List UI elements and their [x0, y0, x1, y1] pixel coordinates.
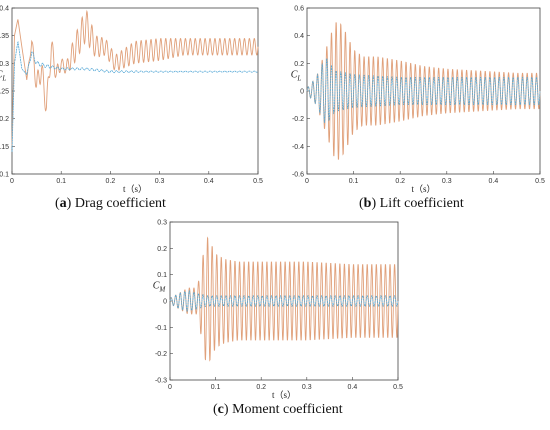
caption-a: (a) Drag coefficient	[55, 196, 166, 211]
y-tick-label: 0.1	[157, 272, 167, 279]
x-tick-label: 0.5	[253, 178, 263, 185]
x-tick-label: 0.4	[204, 178, 214, 185]
y-axis-label: CL	[291, 70, 302, 83]
chart-b: 0 0.1 0.2 0.3 0.4 0.5 -0.6 -0.4 -0.2 0 0.2 0.4 0.6 CL…	[291, 6, 545, 195]
series-line-1	[11, 9, 259, 147]
y-tick-label: 0.25	[0, 89, 9, 96]
y-tick-label: 0.2	[157, 246, 167, 253]
caption-b-letter: b	[363, 196, 372, 211]
x-axis-label: t（s）	[411, 184, 435, 194]
x-tick-label: 0	[10, 178, 14, 185]
y-tick-label: 0.15	[0, 144, 9, 151]
y-tick-label: 0.6	[294, 6, 304, 13]
y-axis-label: CM	[153, 280, 167, 293]
x-tick-label: 0.1	[349, 178, 359, 185]
y-tick-label: -0.3	[155, 378, 167, 385]
y-tick-label: 0	[163, 299, 167, 306]
caption-c: (c) Moment coefficient	[213, 402, 343, 417]
x-tick-label: 0.3	[442, 178, 452, 185]
caption-c-text: Moment coefficient	[228, 402, 343, 417]
y-tick-label: 0.3	[157, 220, 167, 227]
y-tick-label: 0.2	[0, 116, 9, 123]
series-line-2	[11, 41, 259, 152]
y-tick-label: 0.1	[0, 172, 9, 179]
caption-a-letter: a	[59, 196, 67, 211]
x-tick-label: 0.4	[348, 384, 358, 391]
x-tick-label: 0.2	[256, 384, 266, 391]
y-tick-label: 0	[300, 89, 304, 96]
y-tick-label: -0.4	[292, 144, 304, 151]
y-tick-label: -0.2	[292, 116, 304, 123]
x-tick-label: 0.2	[106, 178, 116, 185]
y-tick-label: -0.1	[155, 325, 167, 332]
x-tick-label: 0	[305, 178, 309, 185]
y-tick-label: -0.6	[292, 172, 304, 179]
x-tick-label: 0.3	[302, 384, 312, 391]
y-axis-label: CL	[0, 70, 6, 83]
x-tick-label: 0.4	[489, 178, 499, 185]
y-tick-label: 0.3	[0, 61, 9, 68]
x-tick-label: 0	[168, 384, 172, 391]
x-tick-label: 0.3	[155, 178, 165, 185]
caption-c-letter: c	[217, 402, 224, 417]
caption-b-text: Lift coefficient	[376, 196, 464, 211]
chart-c: 0 0.1 0.2 0.3 0.4 0.5 -0.3 -0.2 -0.1 0 0.1 0.2 0.3 CM…	[153, 220, 403, 401]
x-tick-label: 0.2	[395, 178, 405, 185]
chart-a: 00.10.20.30.40.50.10.150.20.250.30.350.4…	[0, 6, 263, 195]
x-tick-label: 0.1	[56, 178, 66, 185]
y-tick-label: -0.2	[155, 351, 167, 358]
y-tick-label: 0.4	[294, 33, 304, 40]
x-tick-label: 0.5	[393, 384, 403, 391]
x-axis-label: t（s）	[272, 390, 296, 400]
x-tick-label: 0.5	[535, 178, 545, 185]
caption-a-text: Drag coefficient	[71, 196, 166, 211]
y-tick-label: 0.35	[0, 33, 9, 40]
caption-b: (b) Lift coefficient	[359, 196, 464, 211]
series-line-2	[306, 57, 541, 123]
x-tick-label: 0.1	[211, 384, 221, 391]
y-tick-label: 0.4	[0, 6, 9, 13]
series-line-2	[169, 290, 399, 312]
y-tick-label: 0.2	[294, 61, 304, 68]
plot-frame-a	[11, 7, 259, 175]
x-axis-label: t（s）	[123, 184, 147, 194]
